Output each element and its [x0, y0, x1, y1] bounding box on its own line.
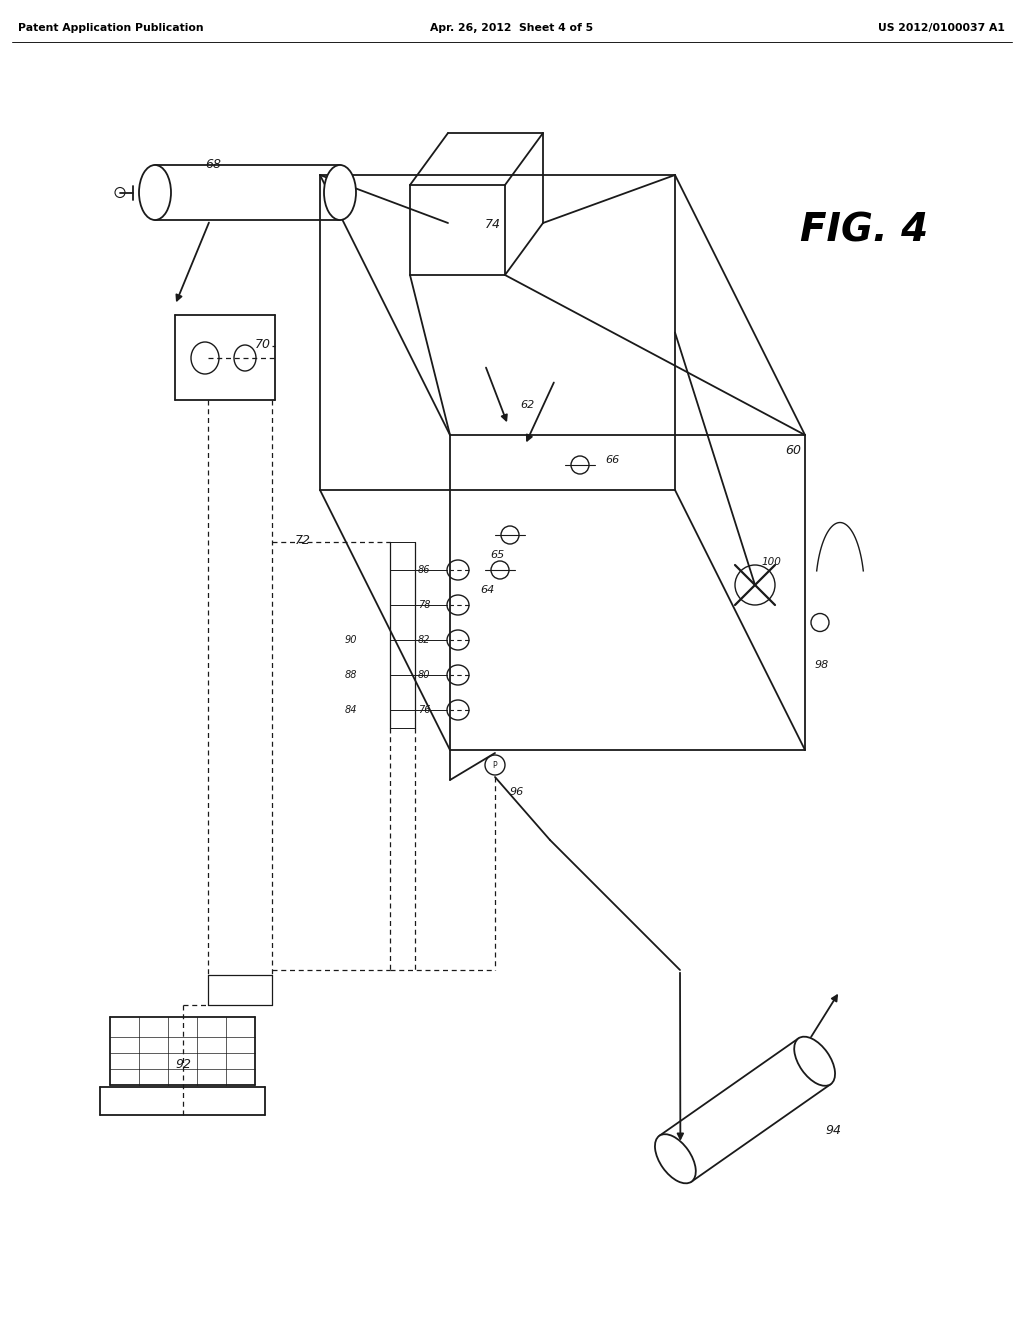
Text: 66: 66	[605, 455, 620, 465]
Text: Patent Application Publication: Patent Application Publication	[18, 22, 204, 33]
Text: FIG. 4: FIG. 4	[800, 211, 928, 249]
Text: 64: 64	[480, 585, 495, 595]
Ellipse shape	[795, 1036, 835, 1086]
Text: 82: 82	[418, 635, 430, 645]
Text: 62: 62	[520, 400, 535, 411]
Text: 80: 80	[418, 671, 430, 680]
Text: 76: 76	[418, 705, 430, 715]
Text: 74: 74	[485, 219, 501, 231]
Text: 96: 96	[510, 787, 524, 797]
Text: 78: 78	[418, 601, 430, 610]
Ellipse shape	[139, 165, 171, 220]
Text: 100: 100	[762, 557, 782, 568]
Ellipse shape	[655, 1134, 695, 1183]
Text: 98: 98	[815, 660, 829, 671]
Text: 94: 94	[825, 1123, 841, 1137]
Text: P: P	[493, 760, 498, 770]
Text: 65: 65	[490, 550, 504, 560]
Text: 72: 72	[295, 533, 311, 546]
Text: 68: 68	[205, 158, 221, 172]
Text: 88: 88	[345, 671, 357, 680]
Text: 60: 60	[785, 444, 801, 457]
Text: 92: 92	[175, 1059, 191, 1072]
Ellipse shape	[324, 165, 356, 220]
Text: 84: 84	[345, 705, 357, 715]
Text: US 2012/0100037 A1: US 2012/0100037 A1	[879, 22, 1005, 33]
Text: 90: 90	[345, 635, 357, 645]
Text: 86: 86	[418, 565, 430, 576]
Text: 70: 70	[255, 338, 271, 351]
Text: Apr. 26, 2012  Sheet 4 of 5: Apr. 26, 2012 Sheet 4 of 5	[430, 22, 594, 33]
